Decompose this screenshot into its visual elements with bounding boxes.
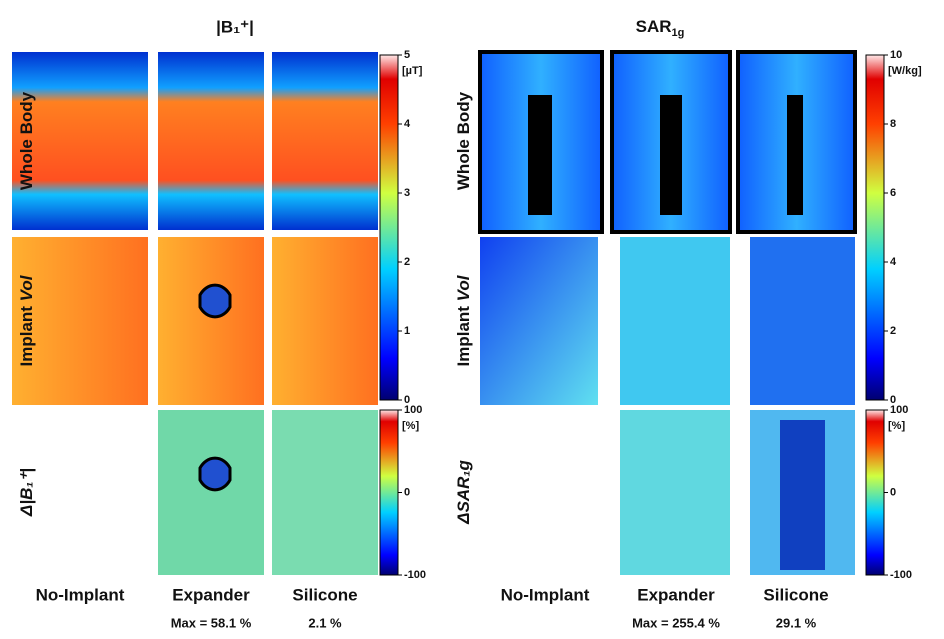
colorbar-tick-label: 100 [404,404,422,416]
colorbar-tick-label: 1 [404,325,410,337]
colorbar-tick-label: 3 [404,187,410,199]
colorbar-tick-label: 0 [404,486,410,498]
column-label: Expander [637,585,715,604]
column-label: Expander [172,585,250,604]
row-label-part: Implant [454,301,473,366]
figure: |B₁⁺| Whole Body Implant Vol Δ|B₁⁺| No-Impla… [0,0,944,634]
title-subscript: 1g [672,27,685,39]
colorbar [380,410,398,575]
column-label: No-Implant [36,585,125,604]
column-label: Silicone [292,585,357,604]
row-label: Δ|B₁⁺| [17,468,36,517]
max-note: Max = 255.4 % [632,615,720,630]
row-label: Implant Vol [454,274,473,366]
panel-title: |B₁⁺| [216,17,254,36]
colorbar-unit: [W/kg] [888,65,922,77]
colorbar-tick-label: 4 [890,256,897,268]
title-text: SAR [636,17,672,36]
row-label-part: Δ|B₁⁺| [17,468,36,517]
colorbar-tick-label: 100 [890,404,908,416]
colorbar-tick-label: -100 [890,569,912,581]
row-label: Whole Body [454,91,473,190]
max-note: 29.1 % [776,615,817,630]
colorbar-tick-label: 5 [404,49,410,61]
row-label-part: Vol [17,274,36,301]
colorbar-tick-label: 2 [404,256,410,268]
row-label: ΔSAR₁g [454,460,473,525]
colorbar-tick-label: 0 [890,486,896,498]
row-label-part: ΔSAR₁g [454,460,473,525]
row-label-part: Whole Body [454,91,473,190]
colorbar-unit: [%] [402,420,419,432]
row-label: Whole Body [17,91,36,190]
colorbar-unit: [%] [888,420,905,432]
colorbar-tick-label: 10 [890,49,902,61]
colorbar-tick-label: 4 [404,118,411,130]
colorbar [380,55,398,400]
colorbar-unit: [µT] [402,65,423,77]
column-label: Silicone [763,585,828,604]
max-note: 2.1 % [308,615,342,630]
row-label-part: Implant [17,301,36,366]
colorbar [866,410,884,575]
column-label: No-Implant [501,585,590,604]
colorbar-tick-label: 8 [890,118,896,130]
colorbar [866,55,884,400]
colorbar-tick-label: -100 [404,569,426,581]
row-label-part: Whole Body [17,91,36,190]
panels [12,52,855,575]
panel-title: SAR1g [636,17,685,38]
colorbar-tick-label: 6 [890,187,896,199]
page: |B₁⁺| Whole Body Implant Vol Δ|B₁⁺| No-Impla… [0,0,944,639]
row-label: Implant Vol [17,274,36,366]
row-label-part: Vol [454,274,473,301]
colorbar-tick-label: 2 [890,325,896,337]
max-note: Max = 58.1 % [171,615,252,630]
